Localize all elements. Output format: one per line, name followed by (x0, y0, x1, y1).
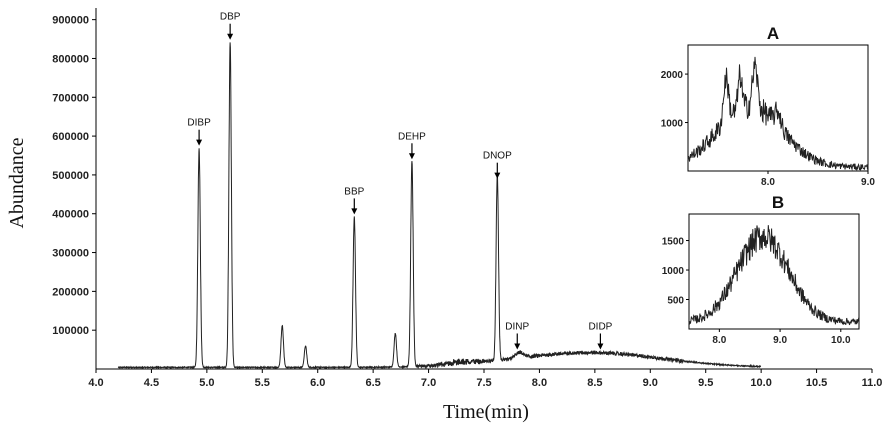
y-axis-title: Abundance (6, 137, 28, 228)
y-tick-label: 900000 (52, 15, 89, 27)
x-tick-label: 5.0 (199, 377, 214, 389)
peak-annotation-didp: DIDP (588, 321, 613, 350)
peak-label: DBP (220, 12, 241, 23)
x-tick-label: 11.0 (862, 377, 883, 389)
inset-y-tick-label: 2000 (661, 70, 684, 81)
inset-y-tick-label: 500 (667, 296, 684, 307)
y-tick-label: 700000 (52, 92, 89, 104)
peak-label: DINP (505, 321, 529, 332)
peak-annotation-dbp: DBP (220, 12, 241, 40)
y-tick-label: 200000 (52, 286, 89, 298)
x-tick-label: 7.0 (421, 377, 436, 389)
inset-y-tick-label: 1500 (662, 237, 685, 248)
peak-annotation-dehp: DEHP (398, 131, 426, 160)
x-tick-label: 4.5 (144, 377, 159, 389)
inset-a: A 8.0 9.0 1000 2000 (661, 24, 876, 188)
y-tick-label: 100000 (52, 325, 89, 337)
inset-b-trace (688, 225, 860, 326)
main-y-ticks: 100000 200000 300000 400000 500000 600000 7000… (52, 15, 96, 337)
inset-a-trace (687, 56, 869, 172)
x-tick-label: 6.5 (365, 377, 380, 389)
x-tick-label: 5.5 (255, 377, 270, 389)
peak-label: DEHP (398, 131, 426, 142)
inset-a-y-ticks: 1000 2000 (661, 70, 688, 130)
main-chromatogram-trace (117, 42, 762, 370)
inset-a-x-ticks: 8.0 9.0 (761, 171, 875, 188)
peak-label: BBP (344, 186, 364, 197)
inset-a-title: A (767, 24, 779, 43)
inset-x-tick-label: 9.0 (773, 335, 787, 346)
x-tick-label: 7.5 (476, 377, 491, 389)
x-tick-label: 9.5 (698, 377, 713, 389)
y-tick-label: 300000 (52, 248, 89, 260)
x-tick-label: 9.0 (643, 377, 658, 389)
inset-a-frame (687, 44, 869, 172)
inset-b-y-ticks: 500 1000 1500 (662, 237, 689, 307)
inset-x-tick-label: 8.0 (761, 177, 775, 188)
inset-b-title: B (772, 193, 784, 212)
peak-label: DIDP (588, 321, 612, 332)
x-tick-label: 10.5 (806, 377, 827, 389)
inset-x-tick-label: 10.0 (831, 335, 851, 346)
x-axis-title: Time(min) (443, 401, 529, 423)
inset-x-tick-label: 9.0 (861, 177, 875, 188)
peak-label: DIBP (187, 118, 211, 129)
x-tick-label: 4.0 (88, 377, 103, 389)
peak-arrow-head (227, 33, 234, 40)
peak-label: DNOP (483, 151, 512, 162)
x-tick-label: 8.0 (532, 377, 547, 389)
peak-arrow-head (196, 139, 203, 146)
peak-arrow-head (494, 172, 501, 179)
peak-annotation-dinp: DINP (505, 321, 530, 350)
inset-x-tick-label: 8.0 (712, 335, 726, 346)
peak-annotation-dibp: DIBP (187, 118, 211, 146)
x-tick-label: 6.0 (310, 377, 325, 389)
y-tick-label: 500000 (52, 170, 89, 182)
peak-arrow-head (514, 343, 521, 350)
inset-b: B 8.0 9.0 10.0 500 1000 1500 (662, 193, 860, 346)
inset-y-tick-label: 1000 (661, 119, 684, 130)
y-tick-label: 800000 (52, 53, 89, 65)
y-tick-label: 400000 (52, 209, 89, 221)
peak-annotations: DIBP DBP BBP DEHP DNOP DINP DIDP (187, 12, 613, 350)
peak-arrow-head (408, 153, 415, 160)
peak-arrow-head (597, 343, 604, 350)
x-tick-label: 10.0 (750, 377, 771, 389)
peak-annotation-bbp: BBP (344, 186, 365, 215)
inset-b-frame (688, 213, 860, 330)
x-tick-label: 8.5 (587, 377, 602, 389)
inset-b-x-ticks: 8.0 9.0 10.0 (712, 329, 851, 346)
inset-y-tick-label: 1000 (662, 266, 685, 277)
y-tick-label: 600000 (52, 131, 89, 143)
peak-annotation-dnop: DNOP (483, 151, 512, 179)
peak-arrow-head (351, 208, 358, 215)
main-x-ticks: 4.0 4.5 5.0 5.5 6.0 6.5 7.0 7.5 8.0 8.5 9.0 9.5 10.0… (88, 369, 882, 389)
